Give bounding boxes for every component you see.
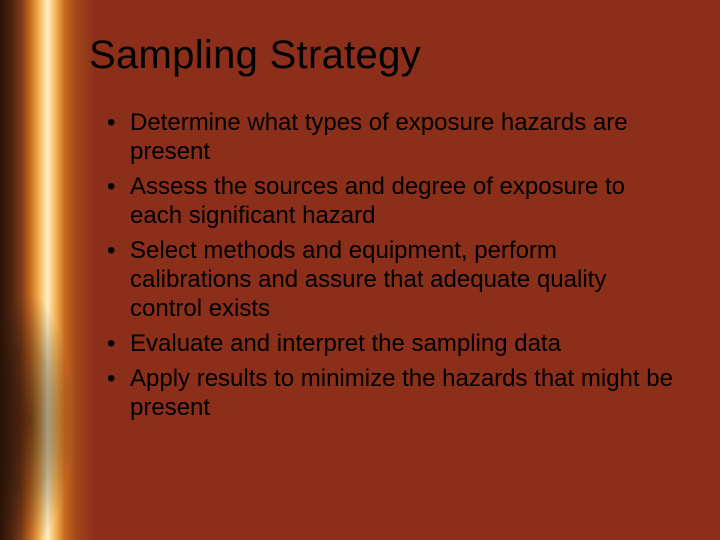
slide: Sampling Strategy Determine what types o… (0, 0, 720, 540)
bullet-list: Determine what types of exposure hazards… (107, 108, 682, 422)
sidebar-vignette (0, 0, 95, 540)
slide-content: Sampling Strategy Determine what types o… (85, 33, 690, 510)
slide-title: Sampling Strategy (89, 33, 690, 78)
list-item: Apply results to minimize the hazards th… (107, 364, 682, 422)
list-item: Select methods and equipment, perform ca… (107, 236, 682, 323)
list-item: Determine what types of exposure hazards… (107, 108, 682, 166)
list-item: Evaluate and interpret the sampling data (107, 329, 682, 358)
list-item: Assess the sources and degree of exposur… (107, 172, 682, 230)
